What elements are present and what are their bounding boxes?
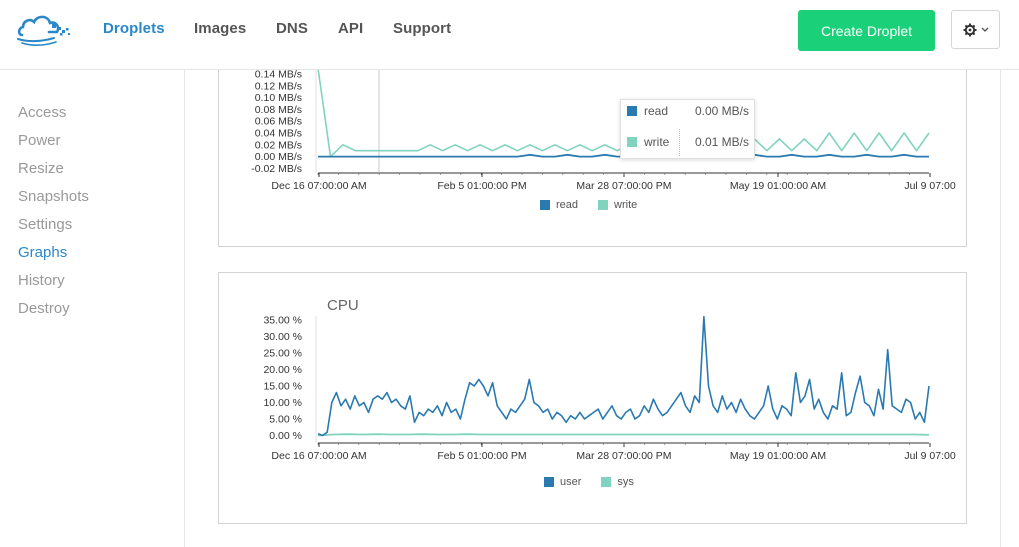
- y-tick-label: 0.14 MB/s: [255, 69, 302, 81]
- sidebar-item-graphs[interactable]: Graphs: [18, 244, 68, 261]
- tooltip-write-value: 0.01 MB/s: [694, 135, 749, 149]
- x-tick-label: May 19 01:00:00 AM: [730, 450, 826, 462]
- sidebar-item-access[interactable]: Access: [18, 104, 67, 121]
- y-tick-label: 0.08 MB/s: [255, 104, 302, 116]
- chart-tooltip: read 0.00 MB/s write 0.01 MB/s: [620, 99, 755, 159]
- user-series-line: [317, 315, 930, 437]
- legend-sys-label: sys: [617, 476, 634, 488]
- write-swatch: [627, 137, 637, 147]
- disk-io-chart: 0.14 MB/s0.12 MB/s0.10 MB/s0.08 MB/s0.06…: [251, 41, 956, 192]
- y-tick-label: 15.00 %: [263, 381, 302, 393]
- y-tick-label: 35.00 %: [263, 315, 302, 327]
- x-tick-label: Mar 28 07:00:00 PM: [576, 180, 671, 192]
- x-tick-label: May 19 01:00:00 AM: [730, 180, 826, 192]
- settings-dropdown-button[interactable]: [951, 10, 1000, 49]
- sidebar-item-resize[interactable]: Resize: [18, 160, 64, 177]
- nav-dns[interactable]: DNS: [276, 20, 308, 37]
- nav-droplets[interactable]: Droplets: [103, 20, 165, 37]
- sidebar-item-settings[interactable]: Settings: [18, 216, 73, 233]
- x-tick-label: Feb 5 01:00:00 PM: [437, 180, 526, 192]
- legend-user-label: user: [560, 476, 582, 488]
- chevron-down-icon: [981, 27, 988, 32]
- digitalocean-logo-icon[interactable]: [16, 11, 74, 47]
- y-tick-label: 0.12 MB/s: [255, 80, 302, 92]
- y-tick-label: 0.00 MB/s: [255, 151, 302, 163]
- y-tick-label: 0.10 MB/s: [255, 92, 302, 104]
- legend-read-swatch: [540, 200, 550, 210]
- tooltip-write-label: write: [644, 135, 670, 149]
- sys-series-line: [317, 433, 930, 437]
- droplet-sidebar: Access Power Resize Snapshots Settings G…: [0, 70, 185, 547]
- cpu-legend: user sys: [544, 476, 634, 488]
- sidebar-item-history[interactable]: History: [18, 272, 65, 289]
- top-navigation: Droplets Images DNS API Support Create D…: [0, 0, 1019, 70]
- legend-sys-swatch: [601, 477, 612, 487]
- x-tick-label: Mar 28 07:00:00 PM: [576, 450, 671, 462]
- read-swatch: [627, 106, 637, 116]
- legend-read-label: read: [556, 199, 579, 211]
- nav-support[interactable]: Support: [393, 20, 452, 37]
- x-tick-label: Jul 9 07:00: [904, 180, 956, 192]
- y-tick-label: 20.00 %: [263, 364, 302, 376]
- create-droplet-button[interactable]: Create Droplet: [798, 10, 935, 51]
- gear-icon: [963, 23, 976, 36]
- content-right-border: [1000, 70, 1001, 547]
- x-tick-label: Dec 16 07:00:00 AM: [271, 450, 366, 462]
- tooltip-read-value: 0.00 MB/s: [694, 104, 749, 118]
- nav-images[interactable]: Images: [194, 20, 247, 37]
- sidebar-item-power[interactable]: Power: [18, 132, 61, 149]
- y-tick-label: 0.04 MB/s: [255, 128, 302, 140]
- x-tick-label: Jul 9 07:00: [904, 450, 956, 462]
- nav-api[interactable]: API: [338, 20, 364, 37]
- y-tick-label: -0.02 MB/s: [251, 163, 302, 175]
- y-tick-label: 30.00 %: [263, 331, 302, 343]
- sidebar-item-snapshots[interactable]: Snapshots: [18, 188, 89, 205]
- y-tick-label: 5.00 %: [269, 414, 302, 426]
- disk-legend: read write: [540, 199, 637, 211]
- tooltip-divider: [679, 129, 680, 156]
- x-tick-label: Feb 5 01:00:00 PM: [437, 450, 526, 462]
- y-tick-label: 10.00 %: [263, 397, 302, 409]
- sidebar-item-destroy[interactable]: Destroy: [18, 300, 70, 317]
- y-tick-label: 0.00 %: [269, 430, 302, 442]
- cpu-chart-panel: CPU 35.00 % 30.00 % 25.00 % 20.00 % 15.00 % 1…: [218, 272, 967, 524]
- cpu-chart: 35.00 % 30.00 % 25.00 % 20.00 % 15.00 % 10.00…: [263, 315, 956, 463]
- x-tick-label: Dec 16 07:00:00 AM: [271, 180, 366, 192]
- y-tick-label: 0.02 MB/s: [255, 139, 302, 151]
- disk-io-chart-panel: 0.14 MB/s 0.12 MB/s 0.10 MB/s 0.08 MB/s 0.06…: [218, 40, 967, 247]
- cpu-chart-title: CPU: [327, 297, 359, 314]
- tooltip-read-label: read: [644, 104, 669, 118]
- y-tick-label: 0.06 MB/s: [255, 116, 302, 128]
- legend-write-swatch: [598, 200, 609, 210]
- legend-write-label: write: [614, 199, 638, 211]
- legend-user-swatch: [544, 477, 554, 487]
- y-tick-label: 25.00 %: [263, 348, 302, 360]
